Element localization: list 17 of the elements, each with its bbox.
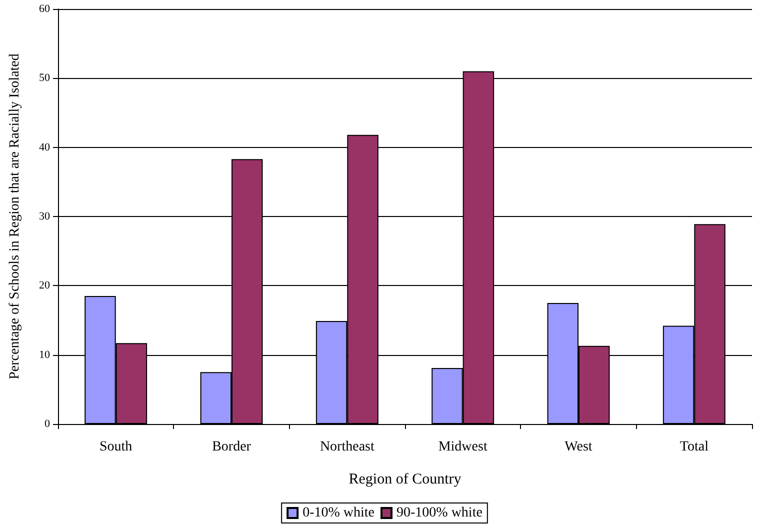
x-tick-label: South — [99, 440, 132, 454]
y-tick-label: 50 — [39, 72, 50, 84]
x-axis-title: Region of Country — [348, 472, 462, 488]
x-tick-label: Total — [680, 440, 709, 454]
y-tick-label: 0 — [44, 418, 50, 430]
x-tick-label: Border — [212, 440, 252, 454]
y-tick-label: 60 — [39, 3, 50, 15]
y-tick-label: 10 — [39, 348, 50, 361]
legend-label: 90-100% white — [396, 506, 482, 520]
legend-label: 0-10% white — [302, 506, 375, 520]
x-tick-label: Northeast — [320, 440, 374, 454]
y-tick-label: 20 — [39, 280, 50, 292]
y-tick-label: 30 — [39, 210, 50, 222]
x-tick-label: West — [564, 440, 592, 454]
y-axis-title: Percentage of Schools in Region that are Racially Isolated — [8, 54, 22, 380]
x-tick-label: Midwest — [438, 440, 488, 454]
y-tick-label: 40 — [39, 141, 50, 154]
